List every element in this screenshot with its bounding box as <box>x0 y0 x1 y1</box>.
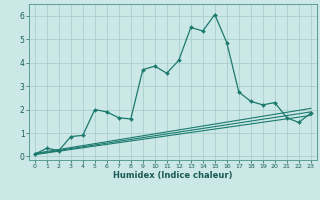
X-axis label: Humidex (Indice chaleur): Humidex (Indice chaleur) <box>113 171 233 180</box>
